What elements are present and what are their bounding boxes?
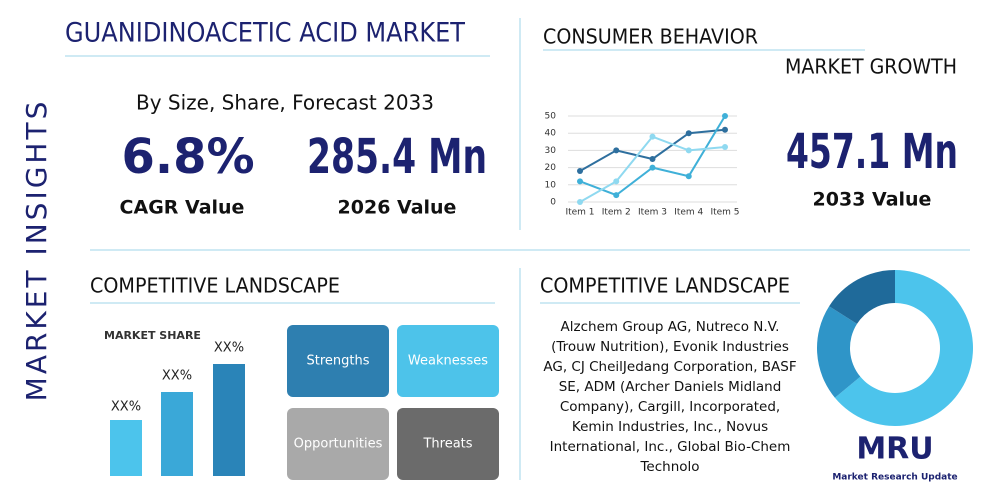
y-tick-label: 10 (545, 180, 557, 190)
point (685, 130, 692, 137)
bar-title: MARKET SHARE (104, 329, 201, 342)
point (577, 199, 583, 205)
bar (161, 392, 193, 476)
swot-box (397, 408, 499, 480)
logo-mark: MRU (856, 432, 933, 467)
company-line: Kemin Industries, Inc., Novus (572, 419, 768, 435)
point (685, 147, 692, 154)
donut-segment (834, 270, 973, 426)
company-line: AG, CJ CheilJedang Corporation, BASF (543, 359, 796, 375)
stat-label: 2026 Value (338, 197, 457, 219)
point (613, 147, 620, 154)
company-line: SE, ADM (Archer Daniels Midland (559, 379, 782, 395)
bar (213, 364, 245, 476)
x-tick-label: Item 2 (602, 208, 631, 218)
section-subtitle: MARKET GROWTH (785, 55, 957, 79)
stat-label: 2033 Value (813, 189, 932, 211)
company-line: (Trouw Nutrition), Evonik Industries (551, 339, 789, 355)
point (722, 143, 728, 150)
title: GUANIDINOACETIC ACID MARKET (65, 18, 465, 49)
swot-box (397, 325, 499, 397)
x-tick-label: Item 5 (710, 208, 739, 218)
point (613, 192, 620, 199)
bar-label: XX% (162, 369, 192, 384)
point (613, 178, 620, 185)
stat-value: 285.4 Mn (307, 129, 487, 185)
y-tick-label: 50 (545, 112, 557, 122)
point (685, 173, 692, 180)
point (649, 164, 656, 171)
stat-value: 6.8% (121, 129, 254, 185)
stat-value: 457.1 Mn (786, 124, 958, 180)
bar-label: XX% (214, 341, 244, 356)
y-tick-label: 20 (545, 163, 557, 173)
point (722, 126, 728, 133)
company-line: Company), Cargill, Incorporated, (560, 399, 780, 415)
x-tick-label: Item 4 (674, 208, 703, 218)
side-label: MARKET INSIGHTS (20, 99, 53, 402)
series-line (579, 115, 726, 197)
point (649, 156, 656, 162)
company-line: Technolo (639, 459, 699, 475)
swot-label: Threats (422, 437, 472, 452)
point (577, 178, 583, 185)
swot-box (287, 408, 389, 480)
x-tick-label: Item 1 (565, 208, 594, 218)
point (722, 113, 728, 119)
point (577, 168, 583, 175)
swot-label: Weaknesses (408, 354, 488, 369)
y-tick-label: 40 (545, 129, 557, 139)
y-tick-label: 0 (550, 198, 556, 208)
section-title: CONSUMER BEHAVIOR (543, 25, 758, 49)
stat-label: CAGR Value (120, 197, 245, 219)
subtitle: By Size, Share, Forecast 2033 (136, 91, 434, 115)
bar (110, 420, 142, 476)
logo-name: Market Research Update (832, 473, 957, 483)
swot-box (287, 325, 389, 397)
x-tick-label: Item 3 (638, 208, 667, 218)
donut-segment (829, 270, 895, 324)
y-tick-label: 30 (545, 146, 557, 156)
section-title: COMPETITIVE LANDSCAPE (540, 274, 790, 298)
section-title: COMPETITIVE LANDSCAPE (90, 274, 340, 298)
swot-label: Strengths (306, 354, 369, 369)
donut-segment (817, 306, 861, 398)
point (649, 133, 656, 140)
swot-label: Opportunities (294, 437, 383, 452)
bar-label: XX% (111, 400, 141, 415)
company-line: International, Inc., Global Bio-Chem (550, 439, 791, 455)
company-line: Alzchem Group AG, Nutreco N.V. (561, 319, 780, 335)
